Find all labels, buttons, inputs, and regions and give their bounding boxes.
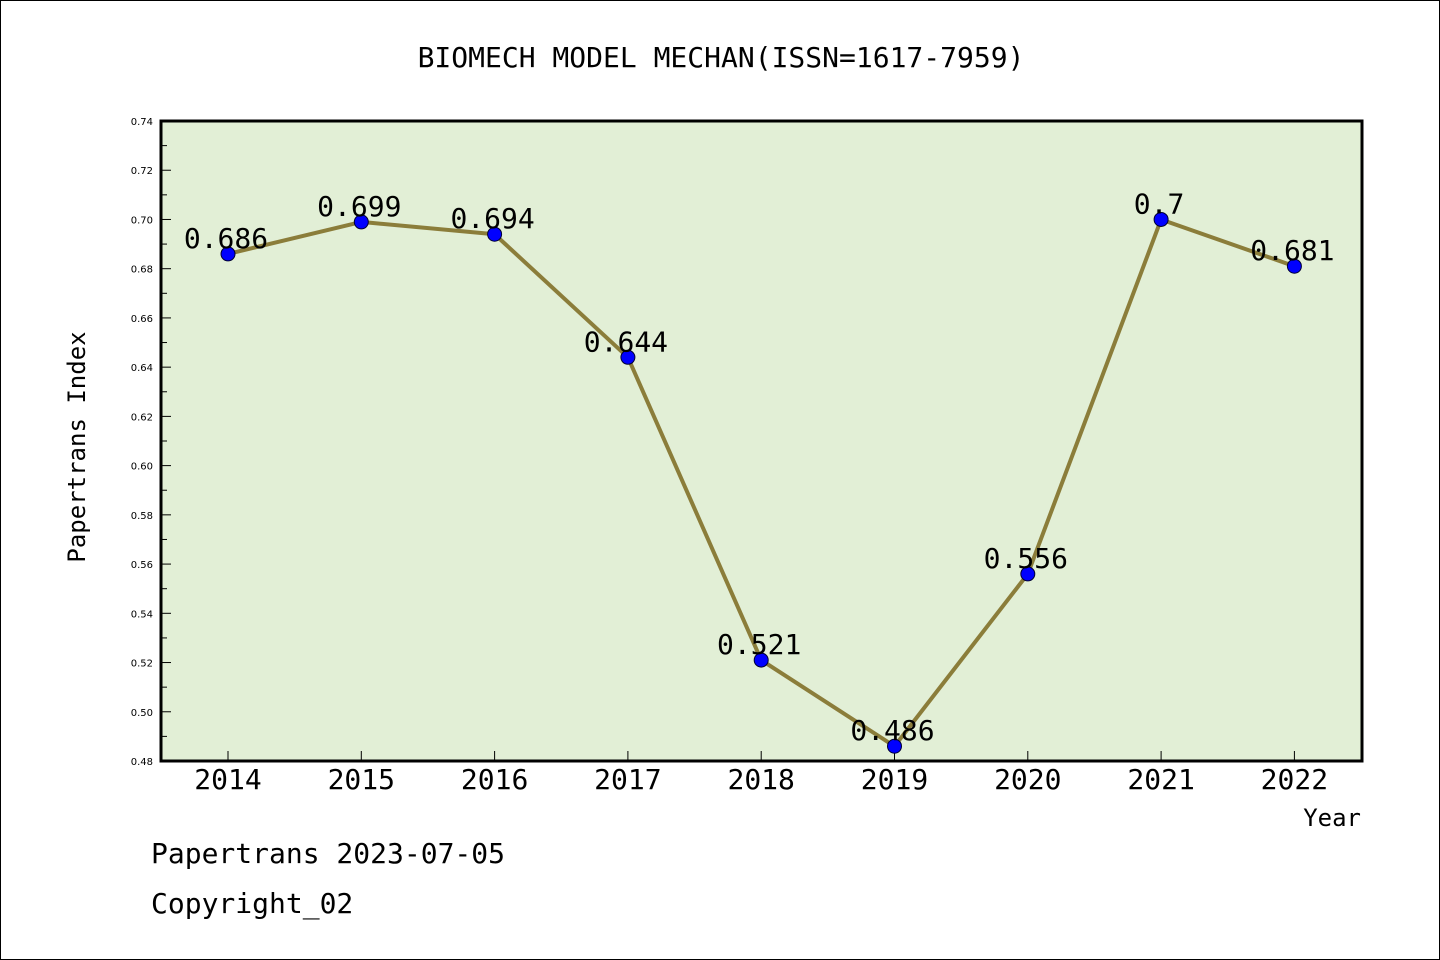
data-point (220, 246, 236, 262)
data-label: 0.556 (984, 542, 1068, 575)
data-label: 0.686 (184, 222, 268, 255)
y-tick-label: 0.58 (131, 511, 153, 522)
x-tick-label: 2015 (328, 763, 395, 796)
y-tick-label: 0.50 (131, 708, 153, 719)
data-label: 0.699 (317, 190, 401, 223)
series-group: 0.686 0.699 0.694 0.644 0.521 0.486 0.556 0.7 0.… (184, 187, 1335, 754)
y-tick-label: 0.48 (131, 757, 153, 768)
y-tick-label: 0.52 (131, 659, 153, 670)
x-tick-label: 2021 (1127, 763, 1194, 796)
x-tick-label: 2020 (994, 763, 1061, 796)
x-axis: 2014 2015 2016 2017 2018 2019 2020 2021 2022 (194, 751, 1328, 796)
data-label: 0.486 (850, 714, 934, 747)
data-label: 0.7 (1134, 187, 1185, 220)
x-tick-label: 2018 (727, 763, 794, 796)
y-tick-label: 0.66 (131, 314, 153, 325)
data-label: 0.521 (717, 628, 801, 661)
x-tick-label: 2014 (194, 763, 261, 796)
chart-title: BIOMECH MODEL MECHAN(ISSN=1617-7959) (418, 41, 1025, 74)
x-tick-label: 2017 (594, 763, 661, 796)
data-point (620, 349, 636, 365)
x-tick-label: 2022 (1261, 763, 1328, 796)
y-axis: 0.48 0.50 0.52 0.54 0.56 0.58 0.60 0.62 0.64 0.66… (131, 117, 171, 768)
x-tick-label: 2016 (461, 763, 528, 796)
plot-frame (159, 119, 1364, 763)
data-label: 0.681 (1250, 234, 1334, 267)
data-point (1153, 211, 1169, 227)
footer-date-text: Papertrans 2023-07-05 (151, 837, 506, 870)
data-point (1020, 566, 1036, 582)
data-label: 0.644 (584, 325, 668, 358)
y-tick-label: 0.74 (131, 117, 153, 128)
data-point (753, 652, 769, 668)
x-tick-label: 2019 (861, 763, 928, 796)
data-point (487, 226, 503, 242)
x-axis-label: Year (1303, 804, 1361, 832)
data-point (887, 738, 902, 754)
data-point (353, 214, 369, 230)
y-tick-label: 0.72 (131, 166, 153, 177)
data-point (1286, 258, 1302, 274)
y-tick-label: 0.56 (131, 560, 153, 571)
y-tick-label: 0.68 (131, 265, 153, 276)
y-tick-label: 0.64 (131, 363, 153, 374)
y-tick-label: 0.62 (131, 412, 153, 423)
footer-copyright-text: Copyright_02 (151, 887, 354, 920)
y-tick-label: 0.54 (131, 609, 153, 620)
y-tick-label: 0.70 (131, 215, 153, 226)
y-axis-label: Papertrans Index (63, 331, 91, 562)
y-tick-label: 0.60 (131, 462, 153, 473)
data-label: 0.694 (450, 202, 534, 235)
